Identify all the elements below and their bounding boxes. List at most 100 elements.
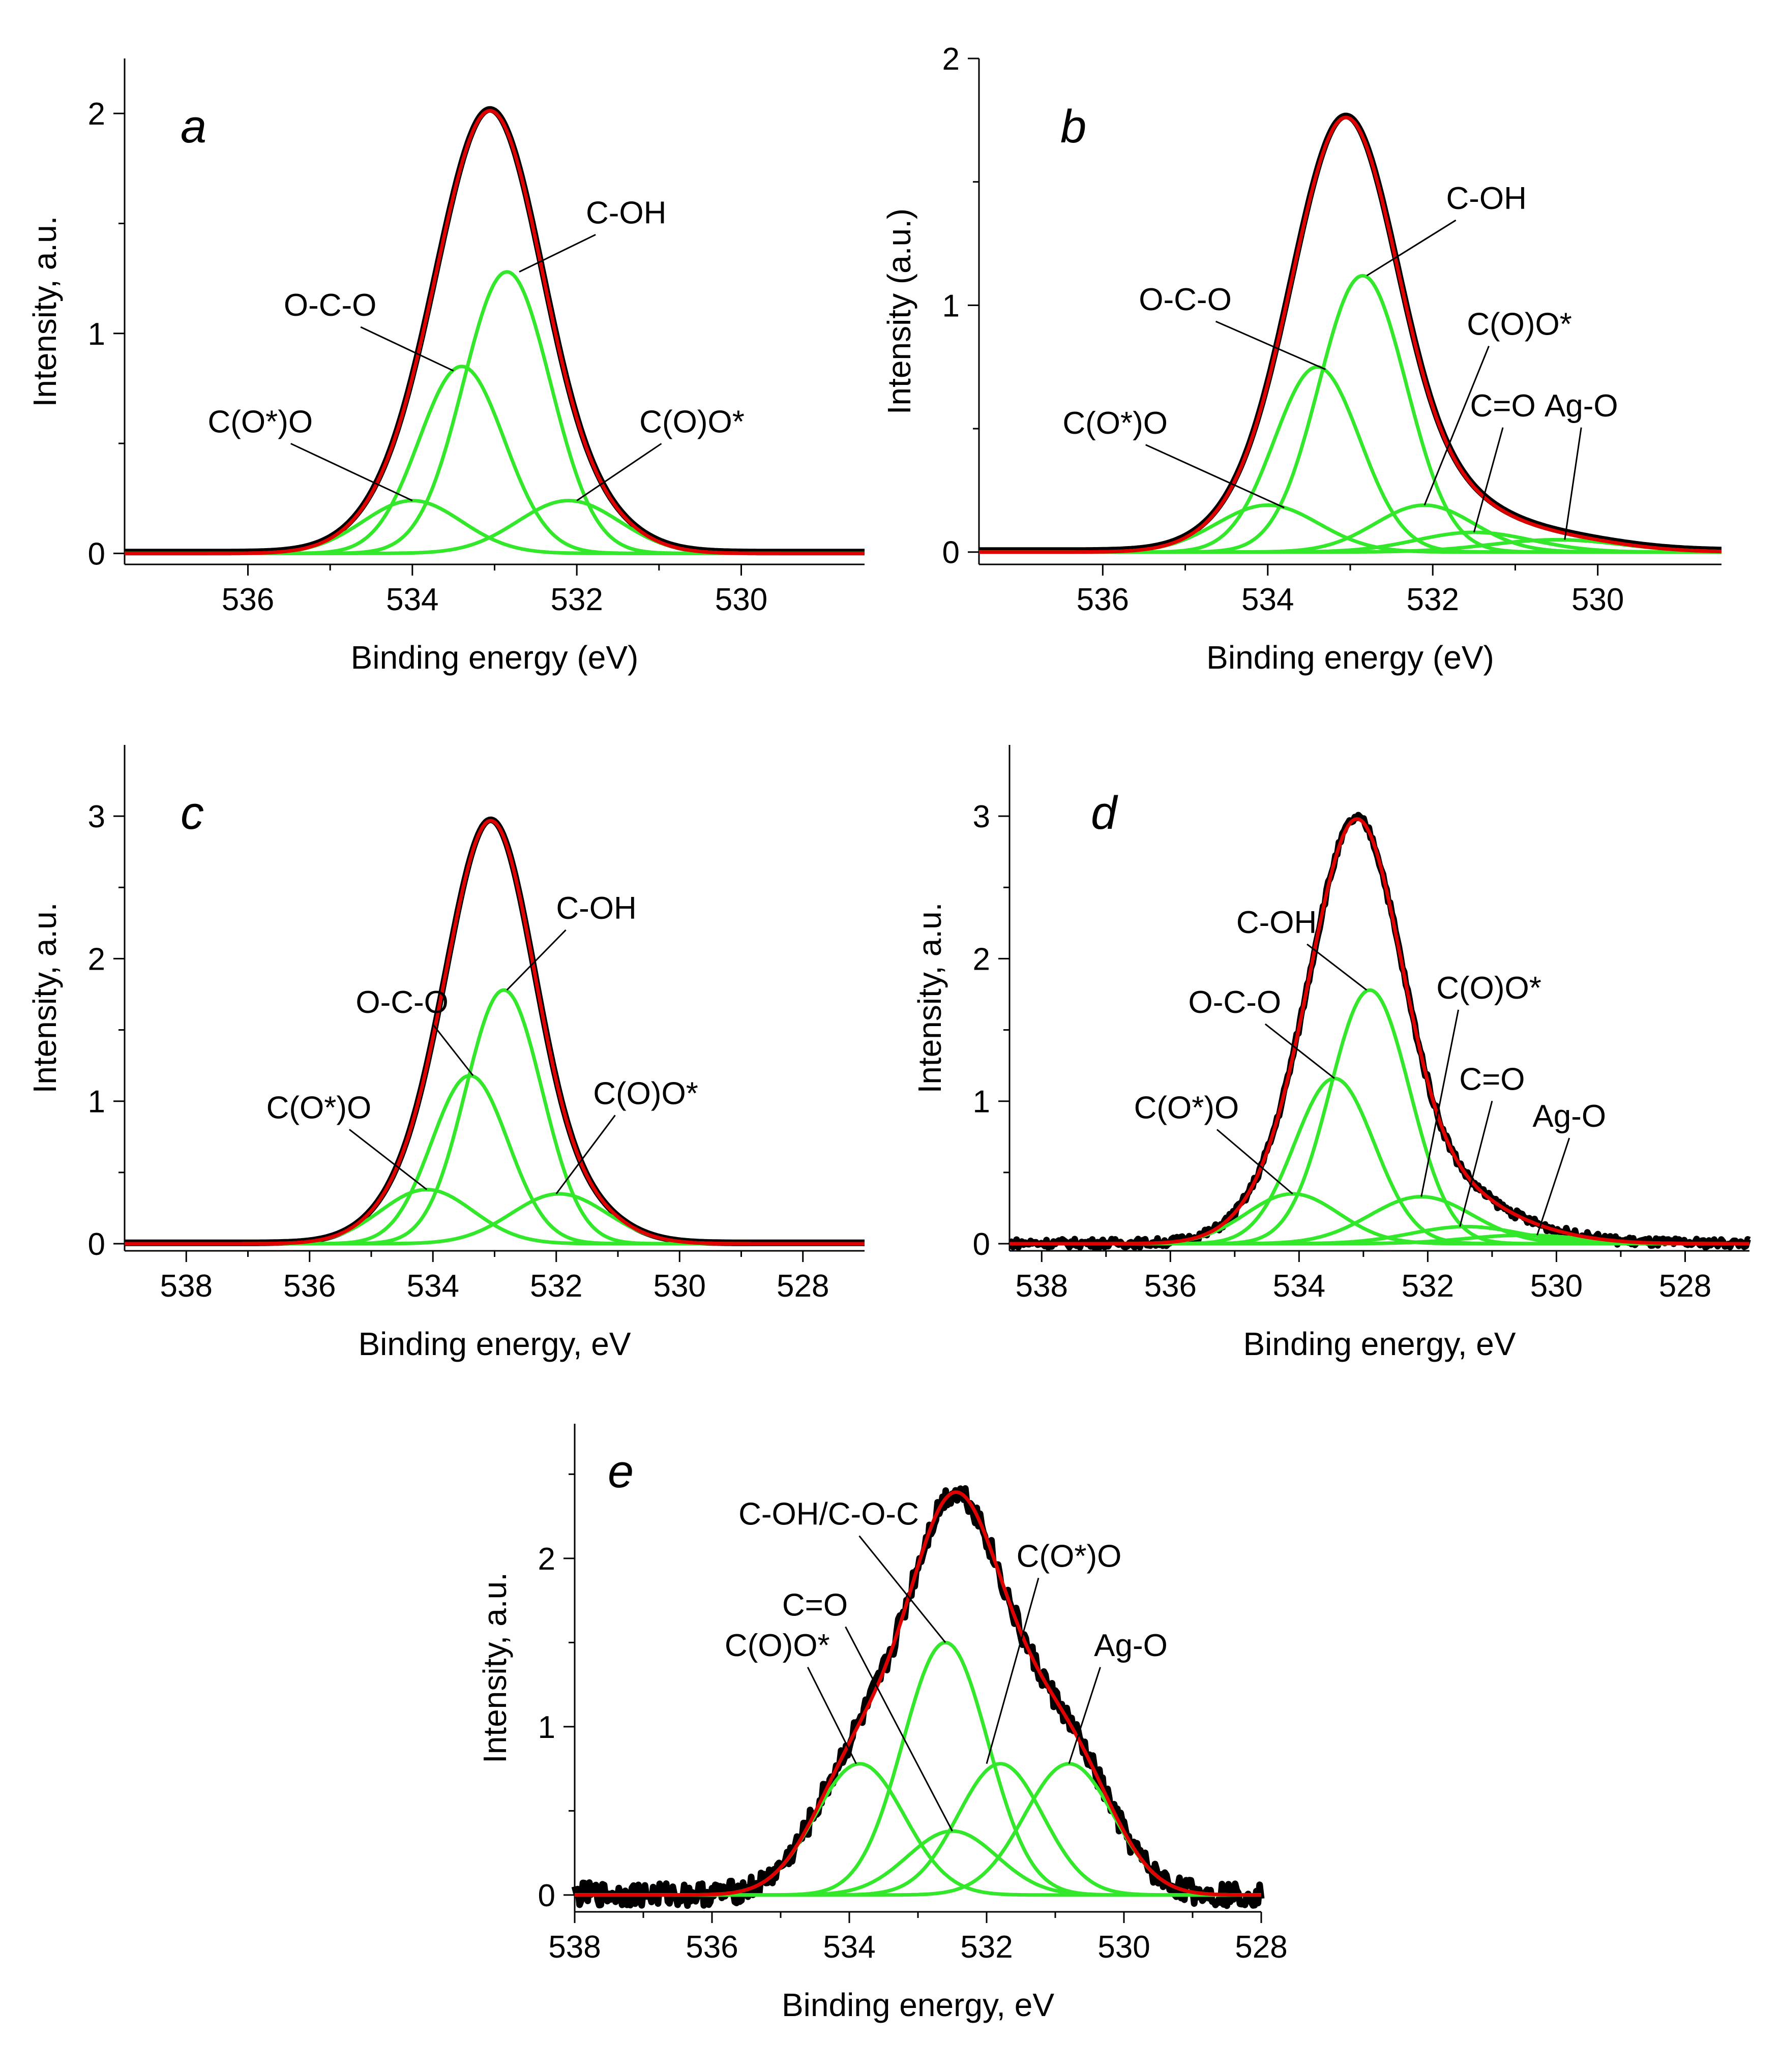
peak-label-c-o-o: C(O)O* xyxy=(1467,307,1572,342)
x-tick-label: 530 xyxy=(1097,1930,1150,1965)
panel-e: 538 536 534 532 530 528 0 1 2 Binding energy, eV I… xyxy=(477,1424,1288,2023)
y-tick-label: 0 xyxy=(538,1878,555,1913)
component-c-o-o xyxy=(979,503,1721,554)
panel-c: 538 536 534 532 530 528 0 1 2 3 Binding energy, eV… xyxy=(26,745,866,1362)
component-c-oh xyxy=(1010,988,1749,1246)
x-tick-label: 536 xyxy=(222,582,274,617)
leader-line xyxy=(858,1535,946,1643)
peak-label-c-oh-c-o-c: C-OH/C-O-C xyxy=(738,1497,919,1532)
y-axis-title: Intensity, a.u. xyxy=(911,903,948,1094)
experimental-spectrum xyxy=(977,112,1723,554)
fit-envelope xyxy=(125,819,865,1246)
leader-line xyxy=(360,326,454,372)
y-axis-title: Intensity (a.u.) xyxy=(881,208,917,415)
leader-line xyxy=(1564,427,1582,540)
component-c-o-o xyxy=(125,1188,865,1246)
leader-line xyxy=(1145,444,1285,508)
peak-label-o-c-o: O-C-O xyxy=(1139,282,1232,317)
x-tick-label: 528 xyxy=(1235,1930,1287,1965)
leader-line xyxy=(845,1626,953,1831)
peak-label-ag-o: Ag-O xyxy=(1532,1099,1606,1134)
leader-line xyxy=(1459,1100,1493,1227)
panel-a: 536 534 532 530 0 1 2 Binding energy (eV) Intens… xyxy=(26,58,866,676)
peak-label-o-c-o: O-C-O xyxy=(1189,985,1282,1020)
peak-label-c-o: C=O xyxy=(782,1587,848,1623)
x-tick-label: 532 xyxy=(1402,1269,1454,1304)
leader-line xyxy=(1423,346,1490,506)
x-tick-label: 530 xyxy=(715,582,767,617)
panel-d: 538 536 534 532 530 528 0 1 2 3 Binding energy, eV… xyxy=(911,745,1751,1362)
x-tick-label: 536 xyxy=(686,1930,738,1965)
peak-label-c-o: C=O xyxy=(1459,1062,1525,1097)
y-tick-label: 1 xyxy=(538,1710,555,1745)
peak-label-ag-o: Ag-O xyxy=(1094,1628,1168,1663)
leader-line xyxy=(349,1129,428,1190)
component-c-o-o xyxy=(979,503,1721,554)
x-tick-label: 528 xyxy=(1659,1269,1711,1304)
peak-label-c-oh: C-OH xyxy=(1446,181,1526,216)
peak-label-c-o: C=O xyxy=(1470,388,1536,424)
leader-line xyxy=(1307,943,1368,991)
panel-b: 536 534 532 530 0 1 2 Binding energy (eV) Intens… xyxy=(881,42,1723,676)
peak-label-c-oh: C-OH xyxy=(556,891,636,926)
peak-label-c-o-o: C(O)O* xyxy=(725,1628,830,1663)
x-tick-label: 534 xyxy=(1241,582,1294,617)
leader-line xyxy=(1420,1009,1460,1197)
peak-label-c-o-o: C(O*)O xyxy=(207,404,313,439)
x-tick-label: 530 xyxy=(1571,582,1624,617)
y-tick-label: 1 xyxy=(973,1085,990,1120)
component-o-c-o xyxy=(125,365,865,555)
x-tick-label: 532 xyxy=(960,1930,1013,1965)
y-tick-label: 0 xyxy=(942,535,960,570)
component-c-o-o xyxy=(1010,1192,1749,1246)
fit-envelope xyxy=(125,109,865,555)
leader-line xyxy=(1536,1137,1570,1236)
experimental-spectrum xyxy=(571,1485,1265,1909)
leader-line xyxy=(506,929,567,991)
panel-letter: c xyxy=(181,787,204,839)
leader-line xyxy=(290,443,413,501)
y-axis-title: Intensity, a.u. xyxy=(477,1572,513,1763)
component-c-oh xyxy=(125,988,865,1246)
y-tick-label: 1 xyxy=(88,1085,105,1120)
leader-line xyxy=(555,1115,616,1194)
leader-line xyxy=(1068,1667,1101,1764)
y-tick-label: 2 xyxy=(88,942,105,977)
y-tick-label: 3 xyxy=(973,799,990,834)
x-tick-label: 538 xyxy=(1016,1269,1068,1304)
peak-label-o-c-o: O-C-O xyxy=(355,985,449,1020)
leader-line xyxy=(519,234,596,273)
leader-line xyxy=(1264,1023,1335,1079)
y-tick-label: 1 xyxy=(942,288,960,323)
leader-line xyxy=(432,1024,474,1076)
x-tick-label: 536 xyxy=(283,1269,336,1304)
y-tick-label: 0 xyxy=(973,1227,990,1262)
x-tick-label: 532 xyxy=(550,582,603,617)
panel-letter: e xyxy=(608,1446,634,1497)
leader-line xyxy=(807,1667,857,1764)
fit-envelope xyxy=(575,1490,1261,1897)
y-tick-label: 2 xyxy=(88,97,105,132)
panel-letter: d xyxy=(1091,787,1118,839)
peak-label-c-o-o: C(O)O* xyxy=(639,404,745,439)
panel-letter: b xyxy=(1060,101,1086,153)
x-tick-label: 534 xyxy=(386,582,438,617)
leader-line xyxy=(576,443,662,501)
x-tick-label: 534 xyxy=(1273,1269,1325,1304)
peak-label-c-oh: C-OH xyxy=(1236,905,1317,940)
x-axis-title: Binding energy, eV xyxy=(358,1326,631,1362)
y-tick-label: 2 xyxy=(942,42,960,77)
x-tick-label: 532 xyxy=(530,1269,582,1304)
x-tick-label: 536 xyxy=(1144,1269,1197,1304)
x-axis-title: Binding energy (eV) xyxy=(351,639,639,676)
x-tick-label: 530 xyxy=(654,1269,706,1304)
y-tick-label: 0 xyxy=(88,1227,105,1262)
peak-label-o-c-o: O-C-O xyxy=(284,288,377,323)
x-tick-label: 528 xyxy=(777,1269,829,1304)
leader-line xyxy=(1473,427,1504,533)
y-tick-label: 2 xyxy=(973,942,990,977)
fit-envelope xyxy=(1010,817,1749,1246)
x-axis-title: Binding energy (eV) xyxy=(1206,639,1494,676)
y-tick-label: 2 xyxy=(538,1542,555,1577)
